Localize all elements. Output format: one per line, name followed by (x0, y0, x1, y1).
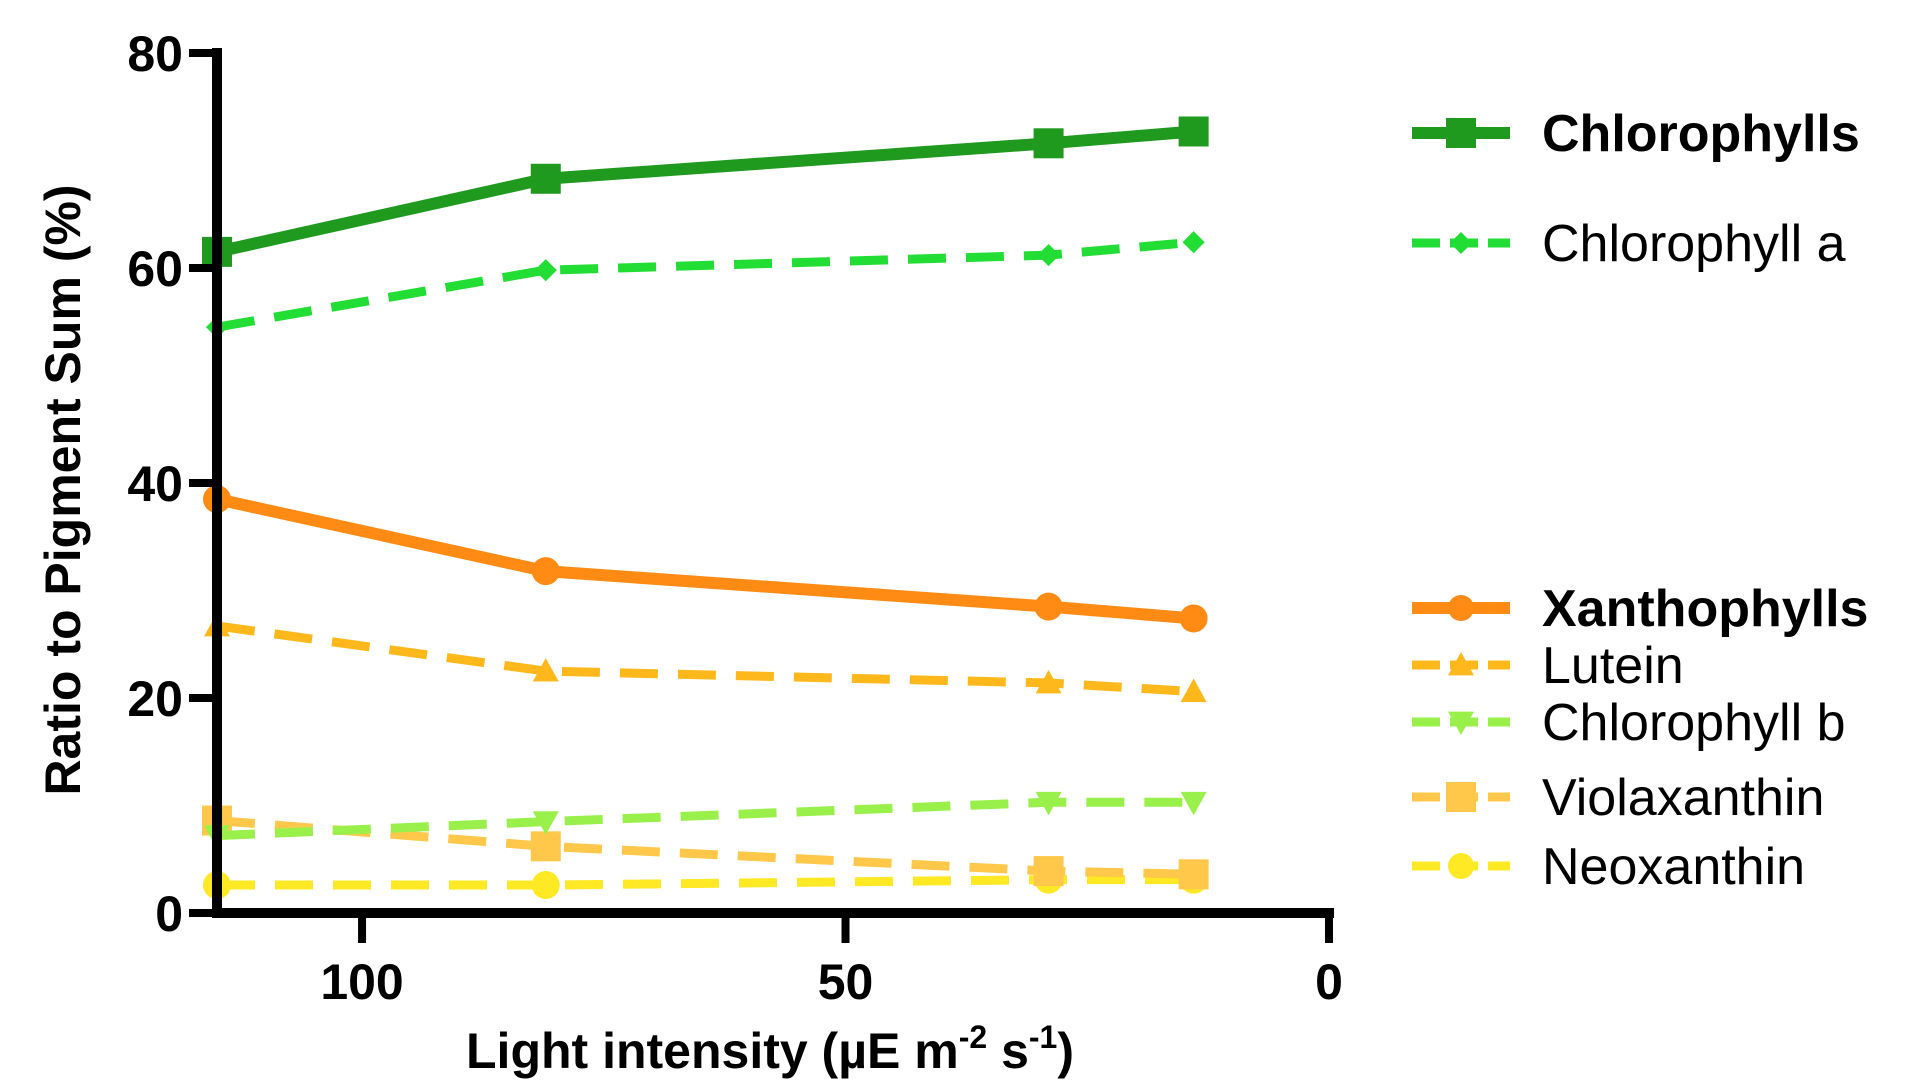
x-axis-title-sup1: -2 (959, 1019, 987, 1055)
data-point-neoxanthin (531, 871, 560, 900)
y-tick-label: 60 (127, 241, 183, 297)
data-point-xanthophylls (1034, 592, 1063, 621)
series-layer (202, 116, 1209, 900)
axes: 0 20 40 60 80 100 50 0 (127, 26, 1343, 1010)
series-line-neoxanthin (217, 875, 1194, 890)
x-axis-title-end: ) (1057, 1023, 1074, 1079)
data-point-chlorophyll-b (532, 811, 559, 835)
data-point-lutein (1035, 669, 1062, 694)
legend-item-violaxanthin: Violaxanthin (1412, 769, 1824, 827)
legend-item-xanthophylls: Xanthophylls (1412, 580, 1868, 638)
y-tick-label: 80 (127, 26, 183, 82)
legend-item-chlorophyll-b: Chlorophyll b (1412, 694, 1846, 752)
x-axis-title-sup2: -1 (1029, 1019, 1057, 1055)
series-line-chlorophyll-a (216, 237, 1195, 332)
data-point-chlorophyll-b (1035, 791, 1062, 816)
legend-marker-neoxanthin (1448, 853, 1474, 879)
legend-marker-chlorophylls (1446, 118, 1476, 148)
series-chlorophylls (202, 116, 1209, 267)
series-chlorophyll-b (204, 791, 1207, 849)
legend-label-lutein: Lutein (1542, 637, 1684, 695)
series-chlorophyll-a (205, 231, 1205, 339)
data-point-chlorophylls (1033, 128, 1064, 159)
data-point-chlorophyll-a (1182, 231, 1205, 254)
series-line-chlorophyll-b (216, 797, 1194, 841)
x-tick-label: 0 (1315, 954, 1343, 1010)
y-axis-title: Ratio to Pigment Sum (%) (35, 184, 91, 795)
legend-marker-xanthophylls (1448, 595, 1474, 621)
series-lutein (204, 612, 1207, 702)
data-point-chlorophyll-a (534, 259, 557, 282)
data-point-xanthophylls (1179, 604, 1208, 633)
data-point-chlorophylls (1178, 116, 1209, 147)
x-tick-label: 50 (818, 954, 874, 1010)
legend-label-chlorophyll-b: Chlorophyll b (1542, 694, 1846, 752)
data-point-violaxanthin (530, 831, 561, 862)
legend-item-neoxanthin: Neoxanthin (1412, 838, 1805, 896)
legend-marker-lutein (1448, 652, 1474, 676)
series-line-xanthophylls (215, 493, 1195, 625)
x-tick-label: 100 (320, 954, 403, 1010)
legend-item-lutein: Lutein (1412, 637, 1684, 695)
data-point-xanthophylls (531, 557, 560, 586)
series-violaxanthin (202, 805, 1209, 890)
legend-label-chlorophyll-a: Chlorophyll a (1542, 215, 1846, 273)
data-point-chlorophylls (530, 163, 561, 194)
data-point-violaxanthin (1178, 859, 1209, 890)
legend-item-chlorophylls: Chlorophylls (1412, 105, 1860, 163)
data-point-lutein (1180, 678, 1207, 702)
series-xanthophylls (203, 485, 1208, 633)
x-axis-title-main: Light intensity (µE m (466, 1023, 959, 1079)
y-tick-label: 0 (155, 886, 183, 942)
data-point-chlorophyll-a (1037, 244, 1060, 267)
series-line-lutein (216, 621, 1194, 697)
legend-marker-violaxanthin (1446, 782, 1476, 812)
y-tick-label: 20 (127, 671, 183, 727)
legend-marker-chlorophyll-a (1449, 231, 1473, 255)
series-line-chlorophylls (215, 125, 1195, 258)
data-point-lutein (532, 658, 559, 682)
legend-label-chlorophylls: Chlorophylls (1542, 105, 1860, 163)
data-point-chlorophyll-b (1180, 791, 1207, 816)
x-axis-title-mid: s (987, 1023, 1029, 1079)
x-axis-title: Light intensity (µE m-2 s-1) (466, 1019, 1074, 1079)
legend-label-neoxanthin: Neoxanthin (1542, 838, 1805, 896)
series-line-violaxanthin (216, 816, 1194, 879)
legend-item-chlorophyll-a: Chlorophyll a (1412, 215, 1846, 273)
legend-label-xanthophylls: Xanthophylls (1542, 580, 1868, 638)
legend: Chlorophylls Chlorophyll a XanthophyllsLut… (1412, 105, 1868, 896)
legend-marker-chlorophyll-b (1448, 711, 1474, 735)
data-point-violaxanthin (1033, 856, 1064, 887)
legend-label-violaxanthin: Violaxanthin (1542, 769, 1824, 827)
y-tick-label: 40 (127, 456, 183, 512)
